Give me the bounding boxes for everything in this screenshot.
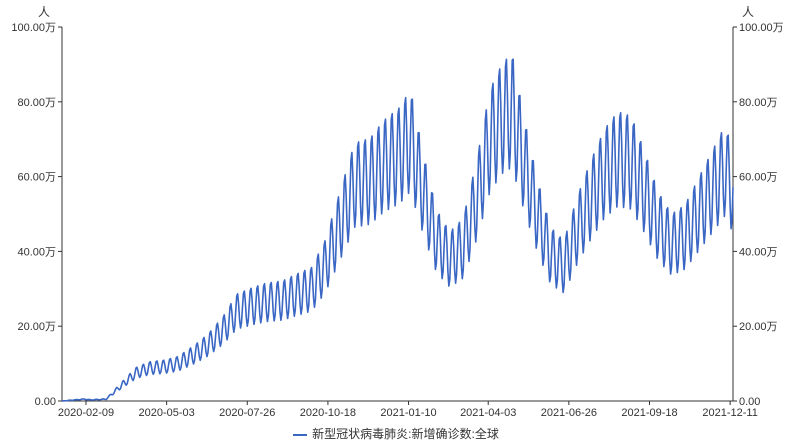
y-tick-label-right: 0.00	[739, 396, 760, 408]
y-tick-label-right: 20.00万	[739, 321, 778, 333]
y-unit-left: 人	[38, 5, 50, 19]
x-tick-label: 2020-10-18	[300, 407, 356, 419]
y-tick-label-left: 0.00	[35, 396, 56, 408]
y-tick-label-right: 100.00万	[739, 22, 784, 34]
axes	[58, 26, 737, 405]
y-unit-right: 人	[742, 5, 754, 19]
x-tick-label: 2021-06-26	[541, 407, 597, 419]
x-tick-label: 2020-05-03	[138, 407, 194, 419]
legend[interactable]: 新型冠状病毒肺炎:新增确诊数:全球	[0, 425, 792, 442]
series-line	[61, 58, 734, 402]
x-tick-label: 2021-12-11	[702, 407, 757, 419]
y-tick-label-left: 100.00万	[11, 22, 56, 34]
tick-labels: 0.00 0.00 20.00万 20.00万 40.00万 40.00万 60.00万 60…	[11, 22, 783, 419]
y-tick-label-right: 40.00万	[739, 246, 778, 258]
y-tick-label-right: 60.00万	[739, 172, 778, 184]
x-tick-label: 2020-07-26	[219, 407, 275, 419]
legend-label: 新型冠状病毒肺炎:新增确诊数:全球	[312, 427, 499, 441]
y-tick-label-left: 60.00万	[17, 172, 56, 184]
y-tick-label-left: 40.00万	[17, 246, 56, 258]
series-layer	[61, 58, 734, 402]
x-tick-label: 2021-09-18	[621, 407, 677, 419]
x-tick-label: 2020-02-09	[58, 407, 114, 419]
legend-swatch	[293, 433, 308, 436]
y-tick-label-left: 20.00万	[17, 321, 56, 333]
y-tick-label-right: 80.00万	[739, 97, 778, 109]
y-tick-label-left: 80.00万	[17, 97, 56, 109]
x-tick-label: 2021-01-10	[380, 407, 436, 419]
x-tick-label: 2021-04-03	[460, 407, 516, 419]
